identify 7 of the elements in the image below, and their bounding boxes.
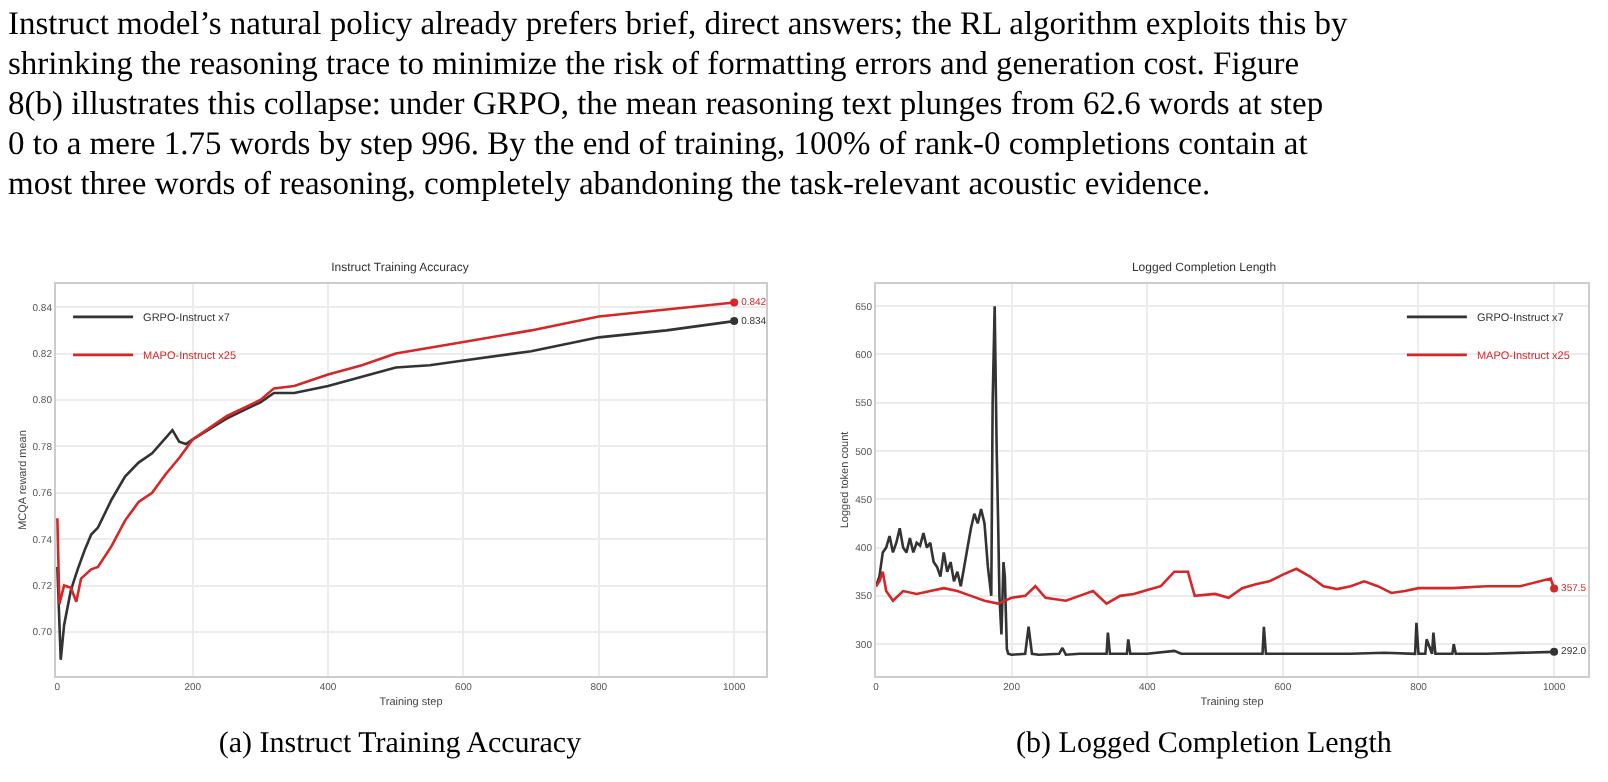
text: shrinking the reasoning trace to minimize the risk of formatting errors and generation cost. Figure <box>8 44 1302 84</box>
text: (a) Instruct Training Accuracy <box>216 728 584 762</box>
text: 8(b) illustrates this collapse: under GRPO, the mean reasoning text plunges from 62.6 words at step <box>8 84 1326 124</box>
text: 0 to a mere 1.75 words by step 996. By the end of training, 100% of rank-0 completions contain at <box>8 124 1310 164</box>
text: Instruct model’s natural policy already prefers brief, direct answers; the RL algorithm exploits this by <box>8 4 1348 44</box>
text: (b) Logged Completion Length <box>1014 728 1394 762</box>
text: most three words of reasoning, completely abandoning the task-relevant acoustic evidence. <box>8 164 1213 204</box>
